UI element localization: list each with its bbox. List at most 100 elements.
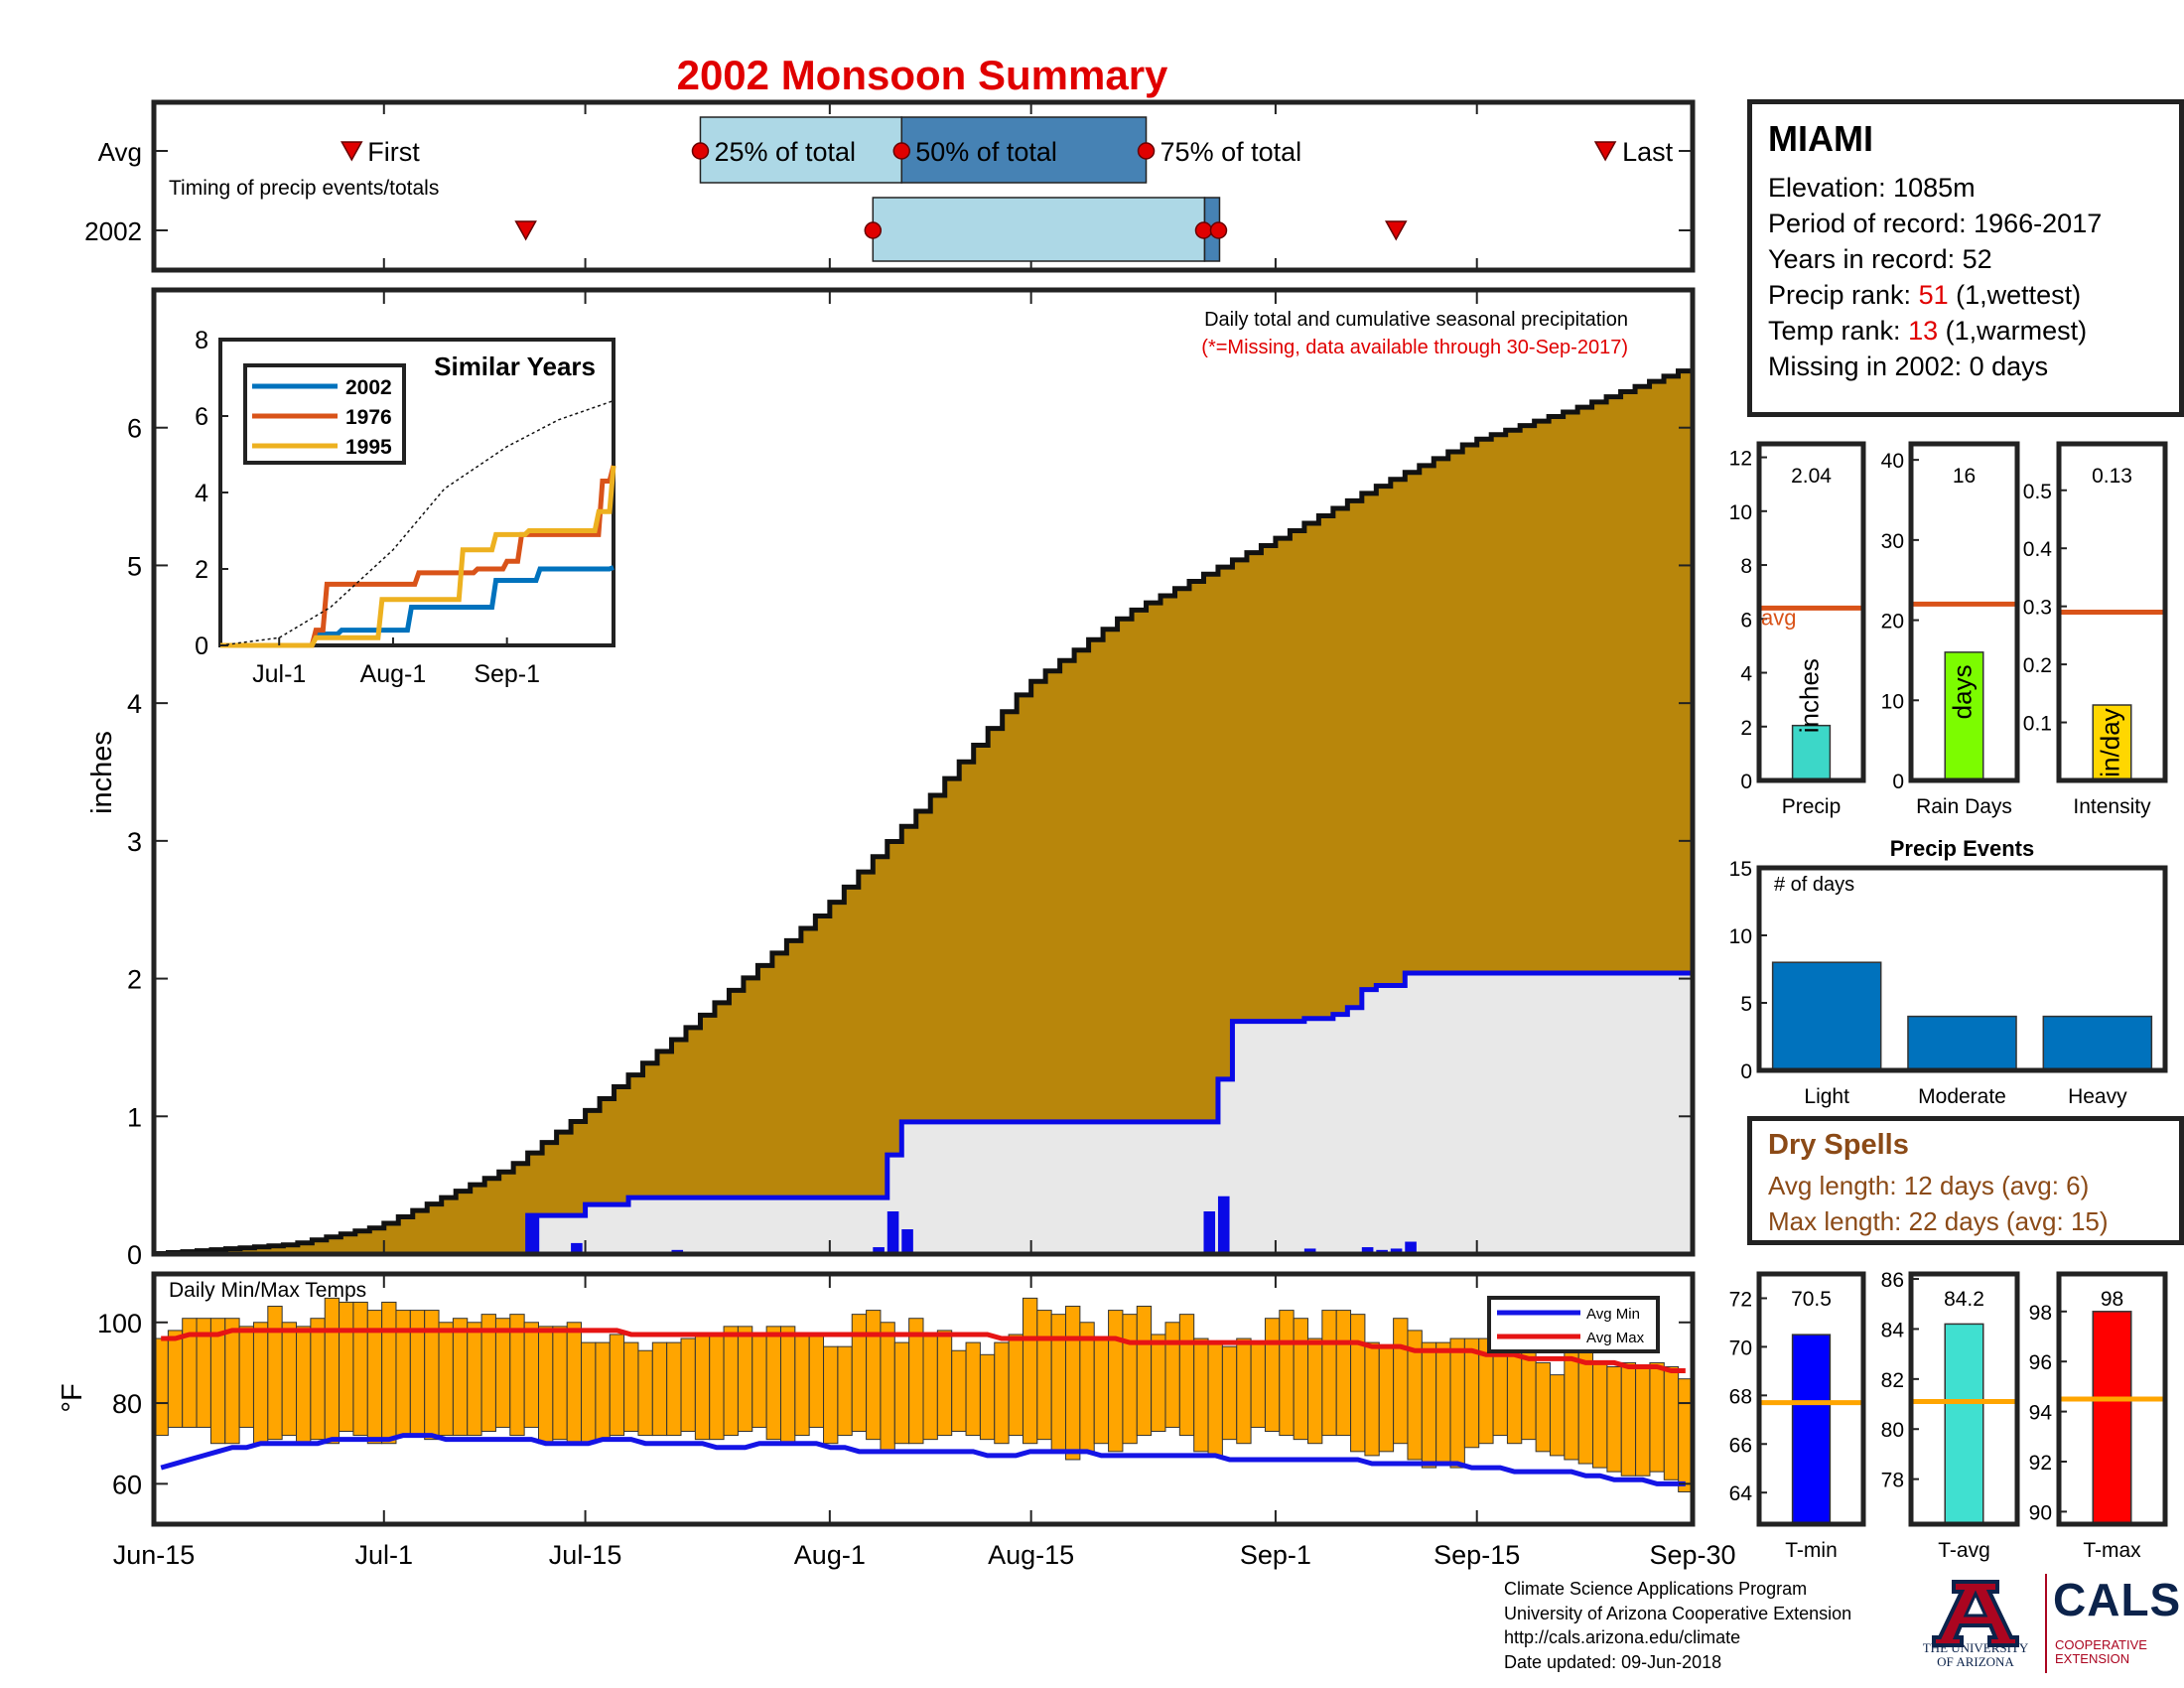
timing-first-label: First	[367, 137, 420, 167]
daily-temp-bar	[651, 1341, 668, 1437]
daily-temp-bar	[880, 1322, 895, 1453]
date-axis-tick-label: Sep-15	[1433, 1540, 1520, 1570]
daily-precip-bar	[1405, 1241, 1417, 1254]
daily-temp-bar	[167, 1330, 184, 1428]
daily-temp-bar	[1164, 1322, 1180, 1428]
university-of-arizona-wordmark: THE UNIVERSITY OF ARIZONA	[1914, 1641, 2037, 1669]
small-panel-tick-label: 70	[1729, 1336, 1752, 1359]
small-panel-axis-label: Intensity	[2073, 795, 2151, 818]
small-panel-tick-label: 4	[1740, 663, 1752, 686]
daily-temp-bar	[908, 1318, 924, 1445]
daily-temp-bar	[837, 1345, 853, 1437]
events-annotation: # of days	[1774, 874, 1854, 896]
daily-temp-bar	[694, 1334, 711, 1441]
small-panel-units-label: inches	[1794, 658, 1824, 733]
small-panel-tick-label: 94	[2029, 1402, 2053, 1425]
daily-temp-bar	[666, 1341, 682, 1437]
daily-temp-bar	[1663, 1365, 1680, 1480]
daily-temp-bar	[523, 1322, 539, 1428]
daily-precip-bar	[1217, 1196, 1230, 1254]
daily-precip-bar	[1303, 1248, 1316, 1254]
station-period: Period of record: 1966-2017	[1768, 209, 2103, 238]
footer-line-date: Date updated: 09-Jun-2018	[1504, 1651, 1722, 1672]
daily-temp-bar	[709, 1334, 725, 1441]
timing-avg-q75-marker	[1137, 142, 1156, 160]
inset-y-tick-label: 8	[195, 327, 208, 354]
daily-temp-bar	[823, 1345, 839, 1445]
small-panel-bar	[2092, 1311, 2132, 1525]
timing-row-label: 2002	[84, 216, 142, 246]
timing-2002-first-marker	[514, 220, 537, 241]
daily-temp-bar	[994, 1341, 1010, 1445]
small-panel-axis-label: T-min	[1785, 1539, 1838, 1562]
precip-panel-annotation: Daily total and cumulative seasonal prec…	[1204, 309, 1628, 331]
daily-temp-bar	[1108, 1310, 1124, 1453]
cals-line-1: COOPERATIVE	[2055, 1637, 2147, 1652]
timing-avg-last-marker	[1593, 141, 1617, 162]
daily-temp-bar	[965, 1341, 981, 1437]
events-category-label: Moderate	[1918, 1085, 2006, 1108]
small-panel-tick-label: 10	[1729, 501, 1752, 524]
temp-rank-value: 13	[1908, 316, 1939, 346]
inset-legend-label: 1995	[345, 436, 392, 459]
dry-spells-max-length: Max length: 22 days (avg: 15)	[1768, 1206, 2109, 1236]
small-panel-avg-label: avg	[1761, 605, 1796, 630]
timing-avg-q25-marker	[691, 142, 710, 160]
timing-2002-q50-marker	[1194, 221, 1213, 239]
footer-line-url: http://cals.arizona.edu/climate	[1504, 1627, 1741, 1647]
timing-2002-q25-marker	[864, 221, 883, 239]
cals-logo: CALS	[2053, 1574, 2182, 1625]
daily-temp-bar	[1207, 1341, 1223, 1457]
small-panel-axis-label: T-max	[2083, 1539, 2141, 1562]
avg-min-line	[160, 1433, 1686, 1486]
timing-avg-q25-q50-box	[699, 116, 903, 184]
precip-rank-label: Precip rank:	[1768, 280, 1919, 310]
small-panel-tick-label: 64	[1729, 1482, 1753, 1505]
daily-temp-bar	[438, 1322, 454, 1437]
daily-temp-bar	[1136, 1306, 1153, 1437]
precip-y-tick-label: 5	[127, 551, 142, 581]
small-panel-tick-label: 12	[1729, 448, 1752, 471]
small-panel-frame	[1756, 1271, 1866, 1527]
footer-line-university: University of Arizona Cooperative Extens…	[1504, 1603, 1852, 1623]
daily-temp-bar	[1321, 1310, 1337, 1437]
daily-temp-bar	[1421, 1341, 1437, 1469]
timing-q25-label: 25% of total	[714, 137, 856, 167]
daily-temp-bar	[1122, 1314, 1138, 1445]
events-tick-label: 10	[1729, 925, 1752, 948]
timing-caption: Timing of precip events/totals	[169, 177, 439, 200]
chart-title: 2002 Monsoon Summary	[677, 52, 1168, 98]
small-panel-frame	[2056, 441, 2168, 783]
daily-temp-bar	[1635, 1365, 1651, 1477]
small-panel-axis-label: T-avg	[1938, 1539, 1990, 1562]
date-axis-tick-label: Sep-1	[1240, 1540, 1311, 1570]
temp-rank-label: Temp rank:	[1768, 316, 1909, 346]
precip-y-tick-label: 4	[127, 689, 142, 719]
daily-temp-bar	[1279, 1310, 1295, 1437]
cals-subtitle: COOPERATIVE EXTENSION	[2055, 1638, 2147, 1666]
temp-panel-frame	[151, 1271, 1696, 1527]
events-title: Precip Events	[1890, 836, 2035, 861]
daily-temp-bar	[339, 1301, 354, 1433]
temp-rank-note: (1,warmest)	[1938, 316, 2088, 346]
daily-temp-bar	[979, 1353, 996, 1441]
daily-temp-bar	[1649, 1361, 1665, 1473]
daily-temp-bar	[1378, 1345, 1395, 1453]
ua-line-1: THE UNIVERSITY	[1922, 1640, 2029, 1655]
daily-temp-bar	[623, 1341, 639, 1433]
small-panel-bar	[1791, 724, 1832, 781]
daily-temp-bar	[1463, 1337, 1480, 1449]
dry-spells-box: Dry Spells Avg length: 12 days (avg: 6) …	[1747, 1116, 2184, 1245]
temp-legend-label-max: Avg Max	[1586, 1330, 1645, 1346]
small-panel-frame	[1756, 441, 1866, 783]
daily-temp-bar	[1264, 1318, 1281, 1433]
daily-temp-bar	[1535, 1361, 1551, 1453]
small-panel-tick-label: 68	[1729, 1385, 1752, 1408]
small-panel-tick-label: 40	[1881, 450, 1904, 473]
ua-line-2: OF ARIZONA	[1937, 1654, 2014, 1669]
inset-x-tick-label: Sep-1	[474, 660, 540, 688]
small-panel-background	[1759, 444, 1863, 780]
daily-temp-bar	[794, 1334, 810, 1437]
events-category-label: Heavy	[2068, 1085, 2127, 1108]
